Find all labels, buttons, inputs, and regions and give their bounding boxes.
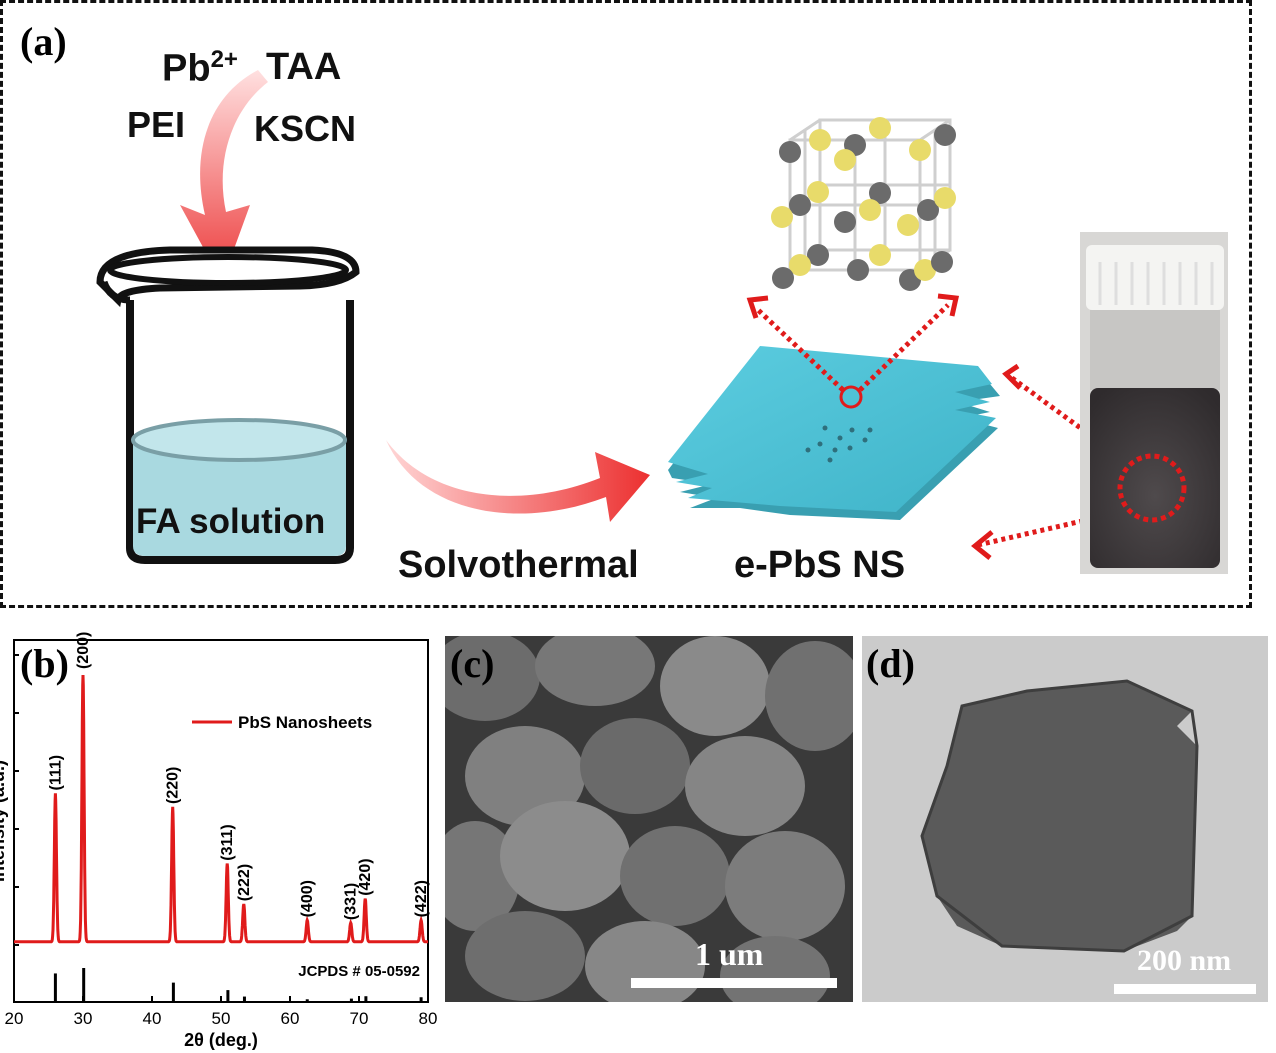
panel-c-letter: (c) bbox=[450, 641, 495, 686]
solvothermal-arrow bbox=[386, 440, 650, 522]
sem-image: 1 um bbox=[445, 636, 853, 1002]
vial-photo bbox=[1080, 232, 1228, 574]
xrd-chart: 20 30 40 50 60 70 80 2θ (deg.) Intensity (a.u.) (… bbox=[0, 632, 438, 1050]
sheet-scale-bar bbox=[1114, 984, 1256, 994]
y-axis-label: Intensity (a.u.) bbox=[0, 760, 8, 882]
x-tick-label: 70 bbox=[350, 1009, 369, 1028]
peak-label: (400) bbox=[299, 880, 316, 917]
x-tick-label: 20 bbox=[5, 1009, 24, 1028]
crystal-structure bbox=[771, 117, 956, 291]
solution-surface bbox=[131, 418, 347, 462]
peak-label: (422) bbox=[413, 880, 430, 917]
peak-label: (311) bbox=[219, 824, 236, 860]
beaker-label: FA solution bbox=[136, 502, 326, 541]
peak-label: (220) bbox=[165, 767, 182, 804]
x-tick-label: 60 bbox=[281, 1009, 300, 1028]
addition-arrow bbox=[180, 70, 268, 282]
schematic-panel bbox=[0, 0, 1252, 608]
reference-label: JCPDS # 05-0592 bbox=[298, 963, 420, 980]
pattern-line bbox=[14, 674, 428, 944]
sem-texture bbox=[445, 636, 853, 1002]
reagent-pei: PEI bbox=[127, 104, 186, 145]
reagent-lead-ion: Pb2+ bbox=[162, 46, 238, 90]
x-axis-label: 2θ (deg.) bbox=[184, 1030, 258, 1050]
solution bbox=[133, 440, 346, 556]
panel-d-letter: (d) bbox=[866, 641, 915, 686]
plot-frame bbox=[13, 639, 429, 1003]
x-tick-label: 40 bbox=[143, 1009, 162, 1028]
zoom-arrowheads bbox=[746, 293, 1022, 560]
peak-label: (111) bbox=[47, 755, 64, 791]
x-tick-label: 30 bbox=[74, 1009, 93, 1028]
legend-label: PbS Nanosheets bbox=[238, 713, 372, 732]
peak-label: (420) bbox=[357, 858, 374, 895]
reagent-taa: TAA bbox=[266, 46, 342, 88]
peak-label: (200) bbox=[75, 632, 92, 669]
peak-label: (331) bbox=[343, 883, 360, 920]
x-tick-label: 50 bbox=[212, 1009, 231, 1028]
panel-b-letter: (b) bbox=[20, 641, 69, 686]
sem-scale-bar bbox=[631, 978, 837, 988]
reagent-kscn: KSCN bbox=[254, 108, 357, 149]
schematic-drawing bbox=[96, 70, 1228, 574]
nanosheet bbox=[668, 346, 1000, 520]
product-label: e-PbS NS bbox=[734, 544, 906, 586]
process-label: Solvothermal bbox=[398, 544, 639, 586]
panel-a-letter: (a) bbox=[20, 19, 67, 64]
single-sheet-drawing bbox=[862, 636, 1268, 1002]
single-sheet-image: 200 nm bbox=[862, 636, 1268, 1002]
peak-label: (222) bbox=[236, 864, 253, 901]
sheet-scale-label: 200 nm bbox=[1137, 944, 1232, 977]
beaker bbox=[96, 246, 360, 564]
sem-scale-label: 1 um bbox=[695, 936, 764, 972]
x-tick-label: 80 bbox=[419, 1009, 438, 1028]
